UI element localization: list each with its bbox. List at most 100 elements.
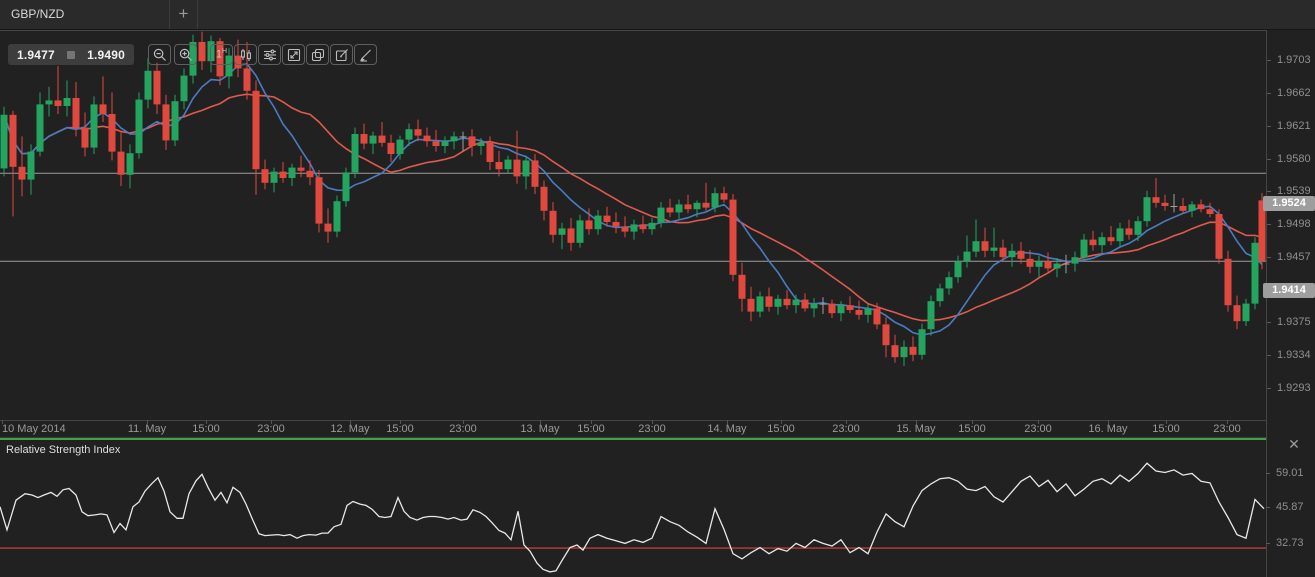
candle-body — [927, 301, 935, 330]
candle-body — [261, 169, 269, 183]
candle-body — [423, 135, 431, 142]
zoom-in-button[interactable] — [174, 44, 197, 65]
candle-body — [792, 299, 800, 306]
candle-body — [504, 159, 512, 170]
price-label: 1.9457 — [1277, 251, 1311, 263]
time-tick — [591, 420, 592, 424]
candle-body — [1233, 305, 1241, 322]
candle-body — [459, 136, 467, 138]
rsi-axis-tick — [1266, 543, 1270, 544]
time-label: 16. May — [1088, 423, 1128, 435]
time-tick — [972, 420, 973, 424]
price-badge: 1.9524 — [1263, 196, 1315, 211]
candle-body — [702, 202, 710, 208]
candle-body — [441, 141, 449, 146]
price-label: 1.9375 — [1277, 316, 1311, 328]
time-label: 15. May — [896, 423, 936, 435]
price-tick — [1267, 126, 1271, 127]
time-label: 15:00 — [767, 423, 795, 435]
duplicate-chart-button[interactable] — [306, 44, 329, 65]
tab-gbpnzd[interactable]: GBP/NZD — [0, 0, 170, 29]
indicator-settings-button[interactable] — [258, 44, 281, 65]
time-label: 15:00 — [577, 423, 605, 435]
candle-body — [999, 247, 1007, 258]
candlestick-chart[interactable] — [0, 30, 1266, 420]
candle-body — [981, 241, 989, 251]
time-label: 15:00 — [386, 423, 414, 435]
candle-body — [549, 210, 557, 235]
candle-body — [270, 171, 278, 183]
rsi-chart[interactable] — [0, 440, 1266, 577]
rsi-close-button[interactable]: ✕ — [1284, 434, 1304, 454]
time-axis[interactable]: 10 May 2014 11. May 15:00 23:00 12. May 15:00… — [0, 420, 1266, 438]
time-label: 23:00 — [832, 423, 860, 435]
new-tab-button[interactable]: + — [170, 0, 198, 29]
candle-body — [810, 303, 818, 309]
candle-body — [342, 172, 350, 202]
time-tick — [2, 420, 3, 424]
price-axis[interactable]: 1.9703 1.9662 1.9621 1.9580 1.9539 1.9498 1.94… — [1263, 30, 1315, 577]
candle-body — [1008, 250, 1016, 258]
time-label: 23:00 — [1213, 423, 1241, 435]
time-label: 10 May 2014 — [2, 423, 66, 435]
ma-slow-line[interactable] — [3, 93, 1263, 322]
candle-body — [135, 99, 143, 154]
candle-body — [1044, 261, 1052, 269]
time-tick — [846, 420, 847, 424]
ma-fast-line[interactable] — [3, 63, 1263, 336]
candle-body — [1242, 303, 1250, 322]
time-label: 13. May — [520, 423, 560, 435]
candles[interactable] — [0, 31, 1266, 366]
time-tick — [652, 420, 653, 424]
candle-body — [891, 345, 899, 358]
candle-body — [333, 201, 341, 232]
candle-body — [54, 100, 62, 106]
candle-body — [315, 177, 323, 224]
price-tick — [1267, 93, 1271, 94]
candle-body — [612, 222, 620, 227]
time-label: 23:00 — [1024, 423, 1052, 435]
plus-icon: + — [178, 4, 189, 23]
candle-body — [684, 204, 692, 210]
candle-body — [405, 129, 413, 140]
price-chart-panel[interactable]: 1.9477 1.9490 1H — [0, 30, 1266, 420]
candle-body — [414, 129, 422, 136]
candle-body — [774, 298, 782, 307]
candle-body — [1197, 204, 1205, 210]
candle-body — [567, 228, 575, 243]
candle-body — [207, 41, 215, 62]
candle-body — [9, 114, 17, 167]
candle-body — [360, 134, 368, 144]
time-tick — [350, 420, 351, 424]
candle-body — [630, 224, 638, 232]
candle-body — [396, 139, 404, 154]
rsi-axis-label: 59.01 — [1276, 467, 1304, 479]
chart-type-button[interactable] — [234, 44, 257, 65]
candle-body — [117, 151, 125, 175]
candle-body — [1258, 200, 1266, 262]
rsi-value-line[interactable] — [0, 462, 1265, 573]
candle-body — [585, 220, 593, 230]
candle-body — [819, 303, 827, 305]
draw-tools-button[interactable] — [354, 44, 377, 65]
candle-body — [558, 228, 566, 235]
rsi-panel[interactable]: Relative Strength Index — [0, 440, 1266, 577]
candle-body — [729, 199, 737, 275]
tab-label: GBP/NZD — [11, 7, 65, 21]
rsi-axis-label: 45.87 — [1276, 501, 1304, 513]
auto-scale-button[interactable] — [282, 44, 305, 65]
candle-body — [297, 167, 305, 171]
candle-body — [765, 296, 773, 307]
rsi-axis-tick — [1266, 507, 1270, 508]
candle-body — [198, 42, 206, 62]
candle-body — [144, 70, 152, 100]
timeframe-button[interactable]: 1H — [210, 44, 233, 65]
zoom-out-button[interactable] — [148, 44, 171, 65]
price-label: 1.9539 — [1277, 185, 1311, 197]
edit-chart-button[interactable] — [330, 44, 353, 65]
candle-body — [1125, 228, 1133, 235]
time-label: 14. May — [707, 423, 747, 435]
candle-body — [99, 104, 107, 114]
time-label: 23:00 — [638, 423, 666, 435]
zoom-out-icon — [153, 48, 167, 62]
